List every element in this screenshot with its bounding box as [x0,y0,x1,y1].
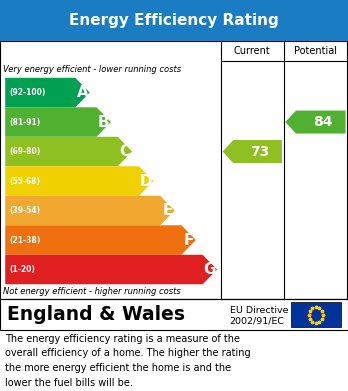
Text: Not energy efficient - higher running costs: Not energy efficient - higher running co… [3,287,181,296]
Polygon shape [5,137,132,166]
Polygon shape [5,166,153,196]
Text: (55-68): (55-68) [9,176,40,186]
Bar [0,299,348,330]
Text: B: B [98,115,110,129]
Polygon shape [285,111,346,134]
Text: The energy efficiency rating is a measure of the: The energy efficiency rating is a measur… [5,334,240,344]
Text: England & Wales: England & Wales [7,305,185,324]
Text: Current: Current [234,46,271,56]
Text: (1-20): (1-20) [9,265,35,274]
Text: the more energy efficient the home is and the: the more energy efficient the home is an… [5,363,231,373]
Polygon shape [5,255,217,284]
Text: lower the fuel bills will be.: lower the fuel bills will be. [5,378,133,388]
Text: (39-54): (39-54) [9,206,40,215]
Text: overall efficiency of a home. The higher the rating: overall efficiency of a home. The higher… [5,348,251,359]
Text: F: F [184,233,195,248]
Text: C: C [120,144,131,159]
Text: (21-38): (21-38) [9,235,41,244]
Text: 84: 84 [313,115,332,129]
Text: G: G [203,262,216,277]
Bar [0,0,348,41]
Text: Very energy efficient - lower running costs: Very energy efficient - lower running co… [3,65,182,74]
Polygon shape [5,107,111,137]
Text: A: A [77,85,88,100]
Text: Energy Efficiency Rating: Energy Efficiency Rating [69,13,279,28]
Text: E: E [163,203,173,218]
Text: 73: 73 [250,145,269,158]
Bar [0,41,348,299]
Polygon shape [5,196,175,225]
Polygon shape [223,140,282,163]
Bar [291,302,341,327]
Text: D: D [140,174,152,188]
Text: Potential: Potential [294,46,337,56]
Polygon shape [5,225,196,255]
Text: 2002/91/EC: 2002/91/EC [230,316,285,325]
Polygon shape [5,78,90,107]
Text: (69-80): (69-80) [9,147,41,156]
Text: EU Directive: EU Directive [230,306,288,316]
Text: (81-91): (81-91) [9,118,41,127]
Text: (92-100): (92-100) [9,88,46,97]
